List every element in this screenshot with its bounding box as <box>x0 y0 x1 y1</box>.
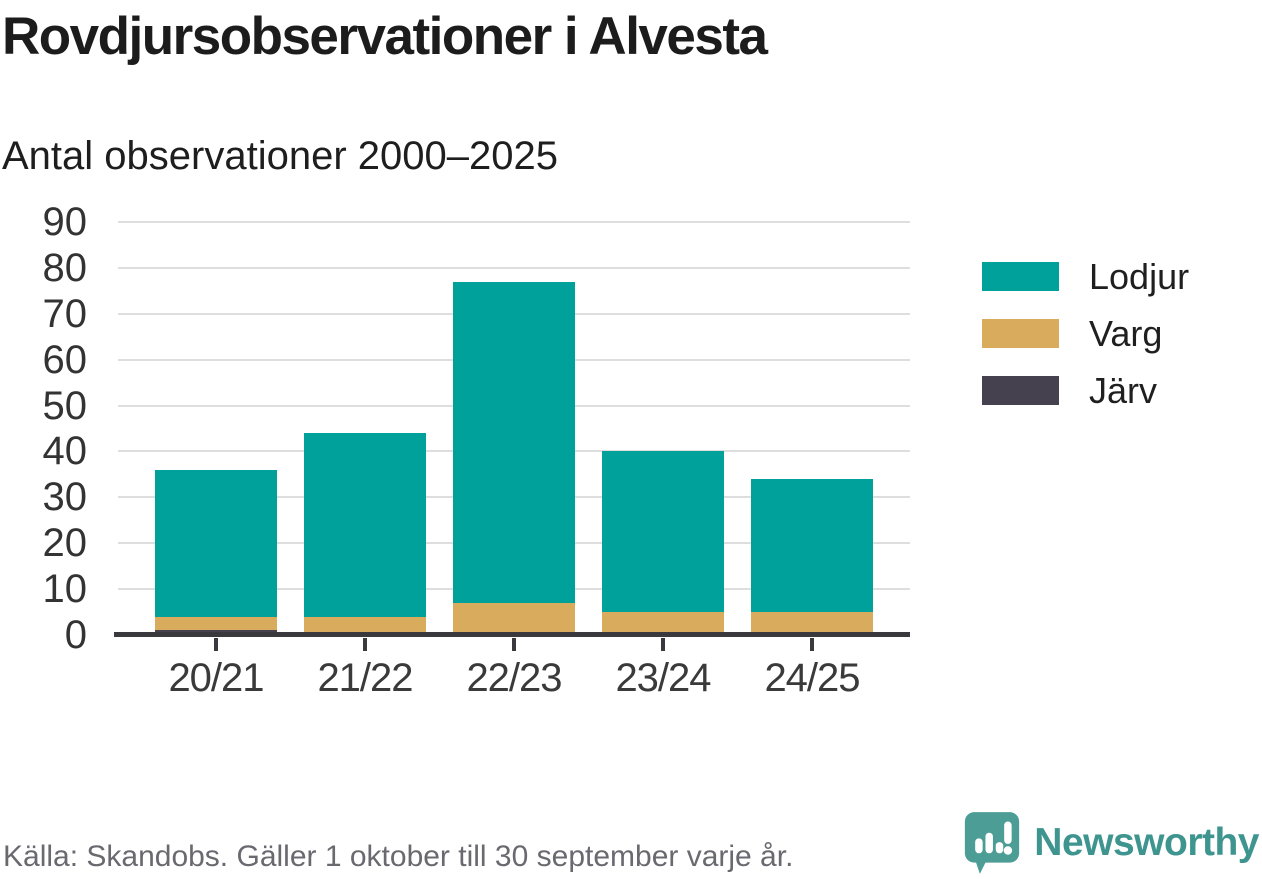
legend-label-lodjur: Lodjur <box>1089 256 1190 297</box>
x-tick-label-23-24: 23/24 <box>615 656 711 700</box>
gridline-90 <box>118 221 910 223</box>
y-axis-labels: 0 10 20 30 40 50 60 70 80 90 <box>0 199 88 655</box>
bar-21-22 <box>304 433 426 635</box>
x-axis-tick <box>512 638 516 651</box>
bar-segment-lodjur <box>602 451 724 613</box>
page-title: Rovdjursobservationer i Alvesta <box>2 7 768 66</box>
legend-swatch-lodjur <box>982 262 1059 291</box>
bar-segment-varg <box>602 612 724 635</box>
bar-segment-varg <box>155 616 277 631</box>
x-axis-line <box>114 632 910 637</box>
legend-item-lodjur: Lodjur <box>982 256 1190 297</box>
y-tick-label-50: 50 <box>42 383 88 428</box>
bar-segment-varg <box>453 602 575 635</box>
newsworthy-logo: Newsworthy <box>963 810 1259 876</box>
source-note: Källa: Skandobs. Gäller 1 oktober till 3… <box>3 840 794 873</box>
newsworthy-bubble-chart-icon <box>963 810 1021 876</box>
x-axis-tick <box>810 638 814 651</box>
x-axis-tick <box>363 638 367 651</box>
y-tick-label-0: 0 <box>64 613 87 657</box>
legend-item-järv: Järv <box>982 370 1189 411</box>
x-tick-label-21-22: 21/22 <box>317 656 413 700</box>
y-tick-label-20: 20 <box>42 521 88 566</box>
plot-area <box>114 200 910 651</box>
legend: Lodjur Varg Järv <box>982 256 1190 433</box>
bar-segment-lodjur <box>304 433 426 617</box>
legend-swatch-järv <box>982 376 1059 405</box>
bar-24-25 <box>751 478 873 635</box>
y-tick-label-30: 30 <box>42 475 88 520</box>
y-tick-label-80: 80 <box>42 245 88 290</box>
x-axis-tick <box>214 638 218 651</box>
x-tick-label-20-21: 20/21 <box>168 656 264 700</box>
y-tick-label-10: 10 <box>42 567 88 612</box>
y-tick-label-60: 60 <box>42 337 88 382</box>
chart-subtitle: Antal observationer 2000–2025 <box>2 134 558 178</box>
legend-label-järv: Järv <box>1089 370 1158 411</box>
x-axis-labels: 20/21 21/22 22/23 23/24 24/25 <box>116 656 910 702</box>
bar-segment-varg <box>751 612 873 635</box>
bar-segment-lodjur <box>155 469 277 617</box>
y-tick-label-90: 90 <box>42 199 88 244</box>
y-tick-label-70: 70 <box>42 291 88 336</box>
x-tick-label-24-25: 24/25 <box>764 656 860 700</box>
logo-wordmark: Newsworthy <box>1034 821 1259 864</box>
legend-swatch-varg <box>982 319 1059 348</box>
bar-20-21 <box>155 469 277 635</box>
legend-item-varg: Varg <box>982 313 1189 354</box>
legend-label-varg: Varg <box>1089 313 1163 354</box>
x-tick-label-22-23: 22/23 <box>466 656 562 700</box>
bar-segment-varg <box>304 616 426 635</box>
bar-segment-lodjur <box>453 281 575 603</box>
bar-23-24 <box>602 451 724 635</box>
bar-22-23 <box>453 281 575 635</box>
y-tick-label-40: 40 <box>42 429 88 474</box>
gridline-80 <box>118 266 910 269</box>
bar-segment-lodjur <box>751 478 873 613</box>
x-axis-tick <box>661 638 665 651</box>
